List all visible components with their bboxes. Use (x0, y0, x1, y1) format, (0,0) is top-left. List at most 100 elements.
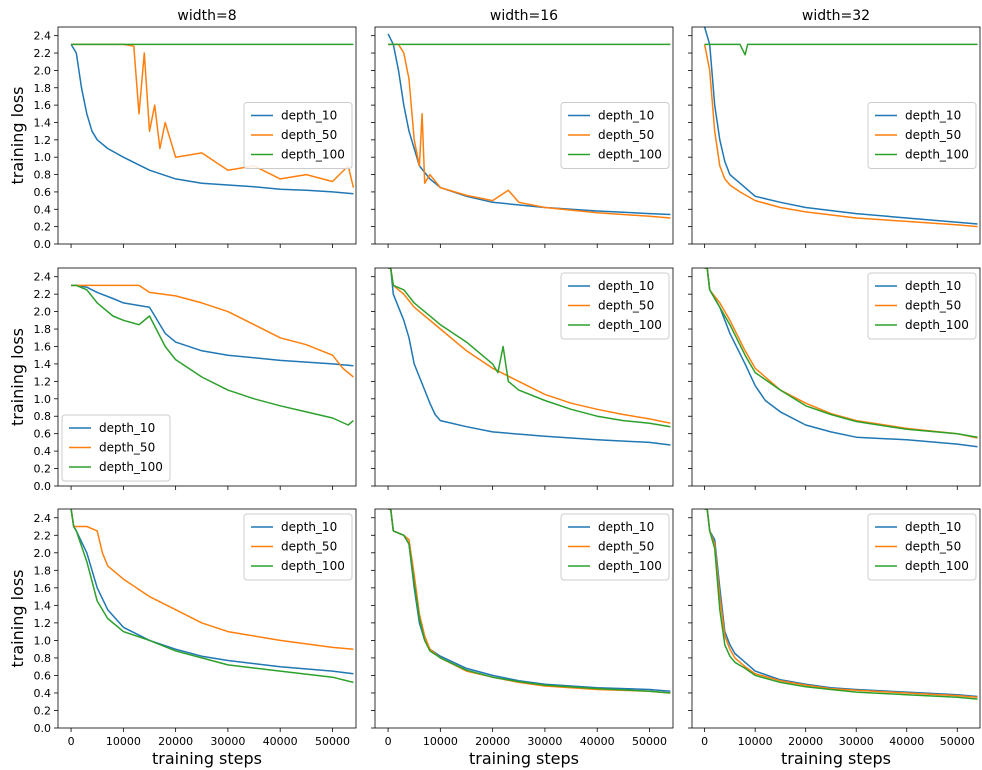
legend-label: depth_100 (99, 460, 163, 474)
y-tick-label: 0.4 (34, 203, 52, 216)
y-tick-label: 0.6 (34, 428, 52, 441)
y-tick-label: 0.0 (34, 480, 52, 493)
y-axis-label: training loss (8, 570, 27, 668)
legend-label: depth_10 (281, 520, 337, 534)
subplot-r1-c1: depth_10 depth_50 depth_100 (371, 267, 674, 490)
y-tick-label: 1.4 (34, 116, 52, 129)
y-tick-label: 2.4 (34, 30, 52, 43)
legend-box (560, 272, 670, 340)
x-tick-label: 30000 (527, 735, 562, 748)
y-tick-label: 2.2 (34, 47, 52, 60)
subplot-r0-c0: 0.0 0.2 0.4 0.6 0.8 1.0 1.2 1.4 1.6 1.8 2.0 2.2 2.4 d… (34, 26, 357, 251)
subplot-r2-c0: 0.0 0.2 0.4 0.6 0.8 1.0 1.2 1.4 1.6 1.8 2.0 2.2 2.4 0… (34, 508, 357, 748)
legend-box (243, 102, 353, 169)
legend: depth_10 depth_50 depth_100 (867, 272, 977, 340)
y-tick-label: 0.2 (34, 463, 52, 476)
y-tick-label: 1.8 (34, 323, 52, 336)
series-line-depth-50 (388, 43, 671, 219)
y-tick-label: 0.6 (34, 669, 52, 682)
series-group (388, 509, 671, 694)
x-axis-label: training steps (152, 749, 262, 768)
y-tick-label: 2.2 (34, 288, 52, 301)
axes-frame (691, 267, 981, 487)
legend-label: depth_10 (281, 109, 337, 123)
y-tick-label: 0.6 (34, 186, 52, 199)
x-tick-label: 20000 (475, 735, 510, 748)
legend: depth_10 depth_50 depth_100 (560, 513, 670, 581)
legend: depth_10 depth_50 depth_100 (560, 102, 670, 169)
series-group (388, 268, 671, 446)
subplot-r1-c2: depth_10 depth_50 depth_100 (688, 267, 981, 490)
axes-frame (374, 508, 674, 729)
y-tick-label: 1.8 (34, 564, 52, 577)
y-tick-label: 1.2 (34, 134, 52, 147)
y-tick-label: 0.2 (34, 221, 52, 234)
legend-box (243, 513, 353, 581)
y-tick-label: 2.0 (34, 306, 52, 319)
subplot-r1-c0: 0.0 0.2 0.4 0.6 0.8 1.0 1.2 1.4 1.6 1.8 2.0 2.2 2.4 d… (34, 267, 357, 493)
series-line-depth-10 (704, 509, 978, 698)
series-line-depth-100 (704, 509, 978, 700)
subplot-r0-c1: depth_10 depth_50 depth_100 (371, 26, 674, 248)
series-line-depth-100 (388, 509, 671, 694)
y-tick-label: 1.6 (34, 340, 52, 353)
legend-label: depth_50 (905, 540, 961, 554)
series-line-depth-10 (387, 33, 671, 216)
column-title: width=8 (177, 8, 236, 24)
y-tick-label: 2.0 (34, 547, 52, 560)
axes-frame (691, 508, 981, 729)
series-group (71, 284, 354, 426)
y-tick-label: 1.4 (34, 599, 52, 612)
x-tick-label: 40000 (889, 735, 924, 748)
subplot-r2-c1: 0 10000 20000 30000 40000 50000depth_10depth_… (371, 508, 674, 748)
legend-label: depth_10 (905, 109, 961, 123)
legend-label: depth_100 (905, 148, 969, 162)
y-tick-label: 1.2 (34, 375, 52, 388)
legend-label: depth_100 (281, 148, 345, 162)
legend-label: depth_100 (905, 318, 969, 332)
axes-frame (374, 26, 674, 245)
series-line-depth-50 (71, 284, 354, 378)
y-tick-label: 0.8 (34, 410, 52, 423)
legend-label: depth_100 (598, 318, 662, 332)
axes-frame (57, 508, 357, 729)
legend-box (61, 414, 171, 482)
y-tick-label: 2.2 (34, 529, 52, 542)
x-tick-label: 30000 (210, 735, 245, 748)
subplot-r2-c2: 0 10000 20000 30000 40000 50000depth_10depth_… (688, 508, 981, 748)
y-tick-label: 1.0 (34, 634, 52, 647)
series-group (703, 27, 978, 228)
series-line-depth-10 (388, 268, 671, 446)
series-group (704, 509, 978, 700)
axes-frame (57, 26, 357, 245)
legend: depth_10 depth_50 depth_100 (560, 272, 670, 340)
series-line-depth-100 (388, 268, 671, 428)
legend-box (867, 272, 977, 340)
y-axis-label: training loss (8, 328, 27, 426)
column-title: width=32 (802, 8, 870, 24)
legend-label: depth_10 (598, 109, 654, 123)
legend-label: depth_50 (598, 540, 654, 554)
x-tick-label: 10000 (738, 735, 773, 748)
legend: depth_10 depth_50 depth_100 (243, 102, 353, 169)
legend-label: depth_50 (281, 540, 337, 554)
legend: depth_10 depth_50 depth_100 (61, 414, 171, 482)
x-tick-label: 0 (385, 735, 392, 748)
y-tick-label: 2.4 (34, 512, 52, 525)
legend-box (867, 513, 977, 581)
series-line-depth-50 (703, 44, 978, 228)
legend-label: depth_10 (905, 520, 961, 534)
x-tick-label: 10000 (106, 735, 141, 748)
series-group (704, 268, 978, 448)
y-tick-label: 0.0 (34, 238, 52, 251)
series-group (70, 509, 354, 684)
axes-frame (374, 267, 674, 487)
x-tick-label: 10000 (423, 735, 458, 748)
x-tick-label: 50000 (315, 735, 350, 748)
legend-box (867, 102, 977, 169)
x-tick-label: 50000 (940, 735, 975, 748)
subplot-r0-c2: depth_10 depth_50 depth_100 (688, 26, 981, 248)
x-axis-label: training steps (469, 749, 579, 768)
legend-label: depth_50 (598, 299, 654, 313)
